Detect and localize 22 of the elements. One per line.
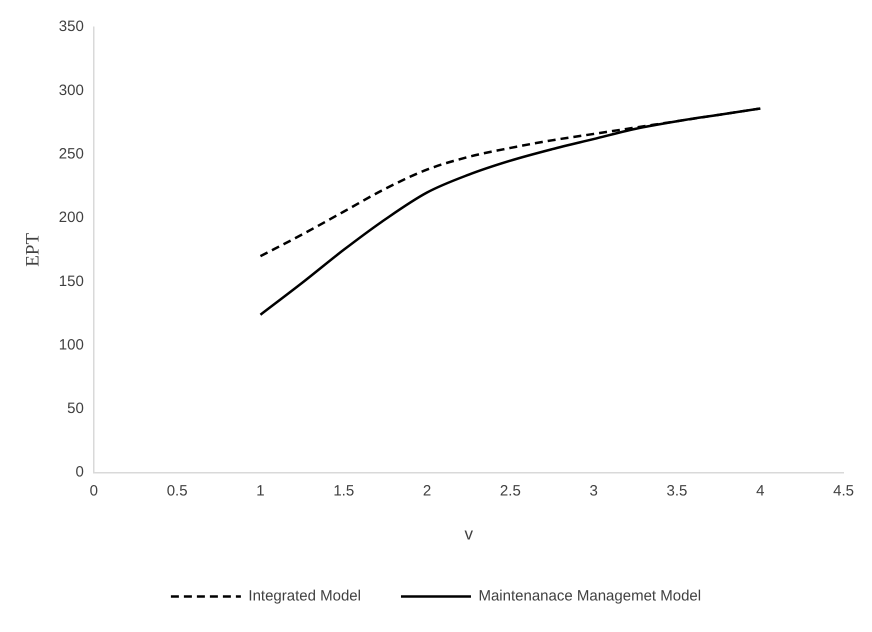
x-tick-label: 3.5 — [666, 482, 688, 500]
y-axis-title: EPT — [22, 232, 44, 267]
x-tick-label: 1 — [256, 482, 265, 500]
x-tick-label: 2.5 — [500, 482, 521, 500]
x-tick-label: 4.5 — [833, 482, 854, 500]
y-tick-label: 150 — [58, 272, 84, 290]
legend-label: Integrated Model — [248, 588, 361, 605]
x-tick-label: 2 — [422, 482, 432, 500]
y-tick-label: 350 — [58, 18, 84, 36]
y-tick-label: 200 — [58, 209, 84, 226]
x-tick-label: 0 — [90, 482, 98, 500]
legend-label: Maintenanace Managemet Model — [478, 588, 702, 605]
y-tick-label: 100 — [58, 336, 84, 354]
x-tick-label: 4 — [756, 482, 764, 500]
x-axis-title: v — [464, 524, 474, 544]
x-tick-label: 3 — [589, 482, 598, 500]
x-tick-label: 0.5 — [166, 482, 188, 500]
x-tick-label: 1.5 — [333, 482, 354, 500]
y-tick-label: 250 — [58, 145, 84, 162]
y-tick-label: 300 — [58, 82, 84, 99]
y-tick-label: 50 — [67, 400, 84, 418]
y-tick-label: 0 — [75, 464, 84, 481]
